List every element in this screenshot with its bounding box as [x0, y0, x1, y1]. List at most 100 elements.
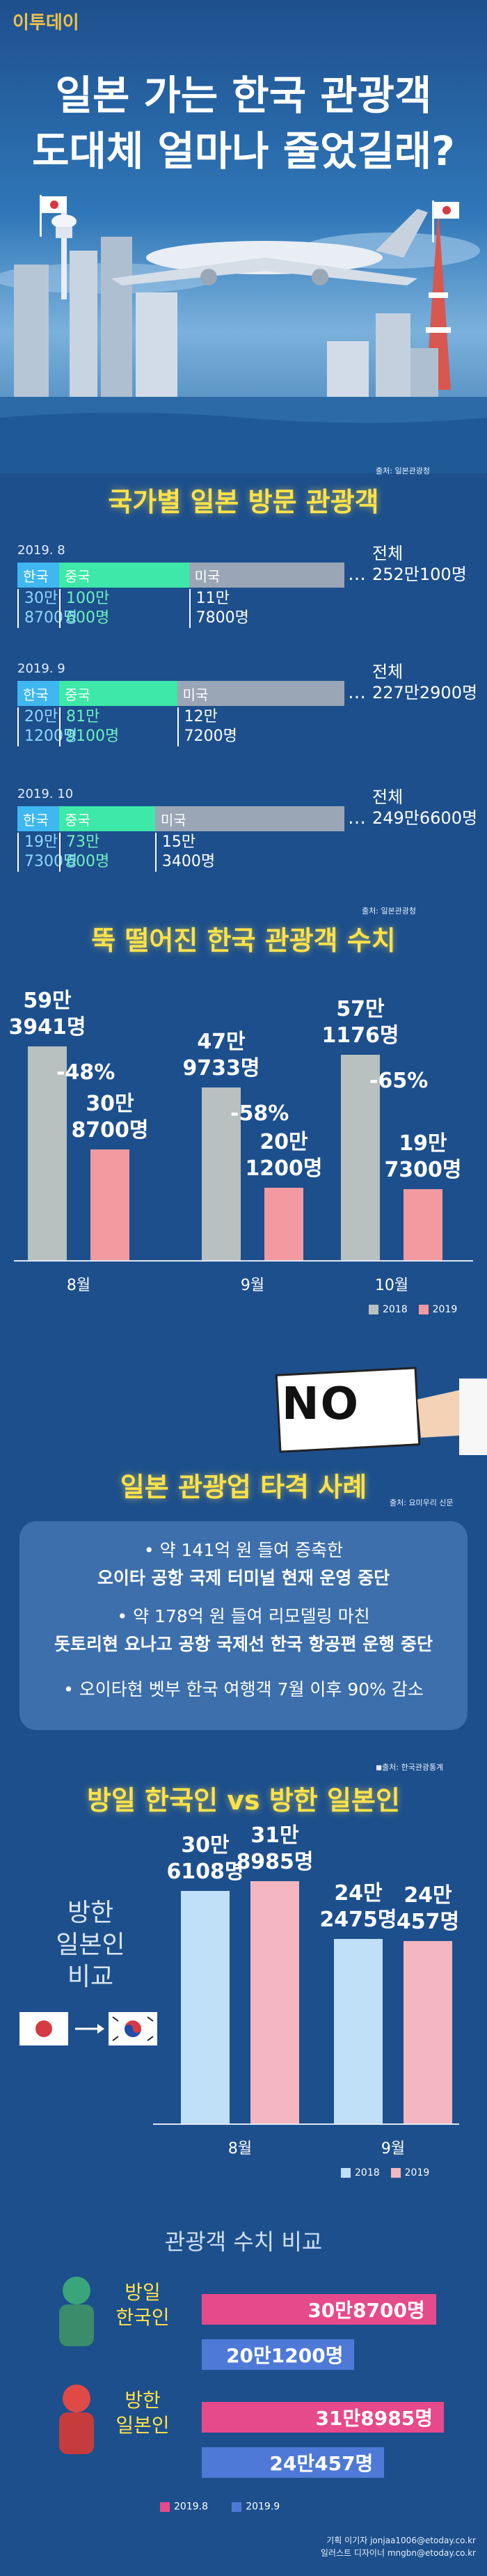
- change-label-1: -58%: [230, 1101, 289, 1126]
- bar-seg-1-1: 중국: [59, 681, 177, 706]
- section2-title: 뚝 떨어진 한국 관광객 수치: [91, 925, 396, 956]
- seg-value-0-1: 100만 600명: [59, 589, 109, 628]
- impact-cases-box: [19, 1521, 468, 1730]
- total-0: 전체 252만100명: [372, 544, 467, 584]
- section3-source: 출처: 요미우리 신문: [390, 1498, 454, 1507]
- bar-seg-2-1: 중국: [59, 806, 155, 831]
- visitor-comparison-chart: 30만 6108명 31만 8985명 8월 24만 2475명 24만 457명 9월 2018 2…: [0, 1817, 487, 2207]
- hero-illustration: [0, 195, 487, 473]
- case2-line1: • 약 178억 원 들여 리모델링 마친: [117, 1606, 370, 1626]
- bar-label-2019-1: 24만 457명: [396, 1883, 460, 1934]
- side-label-line3: 비교: [67, 1963, 114, 1991]
- legend-label-2018: 2018: [383, 1303, 408, 1315]
- legend-label-aug: 2019.8: [174, 2501, 208, 2513]
- group1-label-line1: 방일: [125, 2281, 161, 2304]
- section4-source: ◼출처: 한국관광통계: [376, 1763, 444, 1772]
- bar-label-2018-1: 24만 2475명: [319, 1881, 397, 1933]
- legend-swatch-2018: [341, 2167, 351, 2178]
- brand-logo: 이투데이: [13, 13, 79, 33]
- seg-value-0-2: 11만 7800명: [189, 589, 249, 628]
- bar-label-2018-0: 59만 3941명: [8, 989, 86, 1040]
- bar-label-2019-0: 31만 8985명: [236, 1823, 314, 1875]
- legend-label-2019: 2019: [404, 2167, 430, 2178]
- category-label-0: 8월: [227, 2140, 253, 2158]
- seg-value-2-1: 73만 600명: [59, 833, 109, 872]
- bar-2019-0: [90, 1149, 129, 1260]
- total-1: 전체 227만2900명: [372, 662, 478, 702]
- bar-label-2018-2: 57만 1176명: [321, 997, 399, 1049]
- seg-value-2-2: 15만 3400명: [154, 833, 215, 872]
- japan-to-korea-flags-icon: [19, 2012, 157, 2045]
- group1-label-line2: 한국인: [115, 2306, 170, 2329]
- dots-1: …: [348, 682, 366, 703]
- section3-title: 일본 관광업 타격 사례: [120, 1472, 367, 1502]
- country-visitor-bars: 2019. 8 한국 중국 미국… 전체 252만100명 30만 8700명 100만 600명…: [0, 529, 487, 919]
- legend: 2018 2019: [341, 2165, 440, 2178]
- legend-label-sep: 2019.9: [246, 2501, 280, 2513]
- hbar-2019.9-1: 24만457명: [202, 2447, 385, 2478]
- hbar-2019.8-1: 31만8985명: [202, 2402, 444, 2433]
- bar-seg-0-0: 한국: [17, 563, 59, 588]
- group2-label-line1: 방한: [125, 2389, 161, 2412]
- seg-value-1-2: 12만 7200명: [177, 707, 237, 746]
- bar-2018-2: [341, 1055, 380, 1260]
- credits: 기획 이기자 jonjaa1006@etoday.co.kr 일러스트 디자이너…: [321, 2534, 476, 2559]
- hbar-2019.9-0: 20만1200명: [202, 2339, 355, 2370]
- hero-title-line2: 도대체 얼마나 줄었길래?: [32, 127, 455, 175]
- legend-swatch-2019: [390, 2167, 401, 2178]
- case3-line1: • 오이타현 벳부 한국 여행객 7월 이후 90% 감소: [63, 1679, 424, 1699]
- hero-banner: 이투데이 일본 가는 한국 관광객 도대체 얼마나 줄었길래?: [0, 0, 487, 473]
- hbar-2019.8-0: 30만8700명: [202, 2294, 436, 2325]
- seg-value-1-1: 81만 9100명: [59, 707, 119, 746]
- seg-value-1-0: 20만 1200명: [17, 707, 77, 746]
- section1-title: 국가별 일본 방문 관광객: [108, 487, 379, 517]
- row-date-0: 2019. 8: [17, 543, 65, 558]
- bar-label-2019-2: 19만 7300명: [384, 1131, 462, 1183]
- side-label-line1: 방한: [67, 1899, 114, 1927]
- bar-2019-0: [250, 1881, 299, 2123]
- group2-label-line2: 일본인: [115, 2414, 170, 2437]
- group2-label: 방한 일본인: [104, 2388, 181, 2438]
- legend-swatch-sep: [232, 2502, 242, 2512]
- seg-value-0-0: 30만 8700명: [17, 589, 77, 628]
- bar-seg-1-2: 미국: [177, 681, 219, 706]
- section5-legend: 2019.8 2019.9: [160, 2499, 280, 2513]
- korean-visitor-drop-chart: 59만 3941명 30만 8700명 -48% 8월 47만 9733명 20만 1200명 -5…: [0, 961, 487, 1351]
- credit-line1: 기획 이기자 jonjaa1006@etoday.co.kr: [326, 2536, 476, 2545]
- japanese-person-icon: [59, 2385, 94, 2454]
- change-label-0: -48%: [56, 1060, 115, 1085]
- bar-label-2018-0: 30만 6108명: [166, 1833, 244, 1885]
- legend-swatch-aug: [160, 2502, 170, 2512]
- legend-label-2018: 2018: [355, 2167, 380, 2178]
- bar-label-2019-1: 20만 1200명: [245, 1130, 323, 1181]
- side-label-line2: 일본인: [56, 1931, 125, 1959]
- korean-person-icon: [59, 2277, 94, 2346]
- visitor-bars-comparison: 30만8700명 20만1200명 31만8985명 24만457명: [0, 2277, 487, 2499]
- bar-seg-2-2: 미국: [154, 806, 197, 831]
- total-2: 전체 249만6600명: [372, 787, 478, 828]
- bar-2019-1: [264, 1188, 303, 1260]
- baseline: [153, 2123, 459, 2125]
- no-sign-text: NO: [282, 1379, 360, 1430]
- seg-value-2-0: 19만 7300명: [17, 833, 77, 872]
- legend: 2018 2019: [369, 1302, 468, 1315]
- bar-rest-1: [218, 681, 344, 706]
- legend-swatch-2019: [418, 1304, 429, 1314]
- bar-2019-2: [404, 1189, 442, 1260]
- change-label-2: -65%: [369, 1069, 429, 1094]
- category-label-1: 9월: [240, 1277, 265, 1294]
- dots-2: …: [348, 808, 366, 828]
- bar-2018-1: [202, 1087, 241, 1260]
- category-label-2: 10월: [374, 1277, 409, 1294]
- bar-2018-0: [28, 1046, 67, 1260]
- category-label-0: 8월: [66, 1277, 91, 1294]
- case1-line1: • 약 141억 원 들여 증축한: [143, 1540, 344, 1560]
- bar-rest-0: [230, 563, 344, 588]
- no-sign-hand-icon: [275, 1367, 487, 1455]
- bar-label-2018-1: 47만 9733명: [182, 1030, 260, 1081]
- bar-2018-0: [181, 1891, 230, 2123]
- dots-0: …: [348, 564, 366, 585]
- legend-label-2019: 2019: [432, 1303, 458, 1315]
- side-label: 방한 일본인 비교: [28, 1897, 153, 1993]
- baseline: [14, 1260, 473, 1262]
